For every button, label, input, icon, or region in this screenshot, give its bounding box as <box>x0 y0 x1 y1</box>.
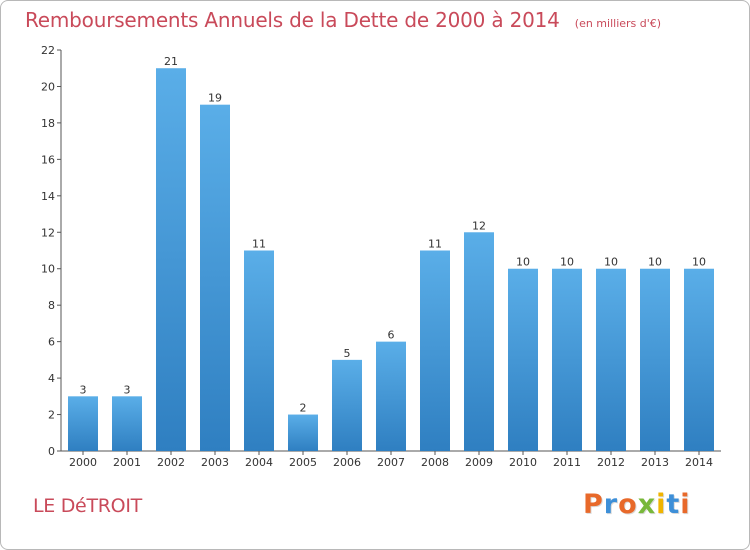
bar-value-label: 10 <box>648 256 662 269</box>
place-name: LE DéTROIT <box>33 495 142 517</box>
x-tick-label: 2013 <box>641 456 669 469</box>
bar-2001 <box>112 396 142 451</box>
bar-value-label: 2 <box>300 402 307 415</box>
bar-2004 <box>244 250 274 451</box>
bar-2007 <box>376 341 406 451</box>
y-tick-label: 2 <box>48 409 55 422</box>
brand-letter: r <box>603 489 619 520</box>
bar-value-label: 3 <box>80 383 87 396</box>
y-tick-label: 14 <box>41 190 55 203</box>
y-tick-label: 6 <box>48 336 55 349</box>
bar-2013 <box>640 268 670 451</box>
brand-letter: i <box>680 489 691 520</box>
y-axis: 0 2 4 6 8 10 12 14 16 18 20 22 <box>41 44 62 458</box>
bar-value-label: 10 <box>560 256 574 269</box>
brand-letter: x <box>637 489 657 520</box>
brand-logo: Proxiti <box>583 489 691 520</box>
bar-value-label: 11 <box>252 238 266 251</box>
y-tick-label: 16 <box>41 153 55 166</box>
x-tick-label: 2001 <box>113 456 141 469</box>
x-tick-label: 2014 <box>685 456 713 469</box>
bar-2008 <box>420 250 450 451</box>
bar-2002 <box>156 68 186 452</box>
x-tick-label: 2009 <box>465 456 493 469</box>
bar-value-label: 5 <box>344 347 351 360</box>
brand-letter: t <box>666 489 681 520</box>
y-tick-label: 10 <box>41 263 55 276</box>
bar-2011 <box>552 268 582 451</box>
bar-2000 <box>68 396 98 451</box>
bar-value-label: 11 <box>428 238 442 251</box>
chart-title: Remboursements Annuels de la Dette de 20… <box>25 8 560 32</box>
bar-2006 <box>332 359 362 451</box>
x-tick-label: 2010 <box>509 456 537 469</box>
bar-value-label: 10 <box>604 256 618 269</box>
bar-2010 <box>508 268 538 451</box>
y-tick-label: 4 <box>48 372 55 385</box>
bar-2003 <box>200 104 230 451</box>
bar-value-label: 12 <box>472 219 486 232</box>
y-tick-label: 20 <box>41 80 55 93</box>
bar-value-label: 10 <box>692 256 706 269</box>
chart-subtitle: (en milliers d'€) <box>574 17 662 30</box>
y-tick-label: 8 <box>48 299 55 312</box>
x-tick-label: 2012 <box>597 456 625 469</box>
bar-value-label: 21 <box>164 55 178 68</box>
bar-2014 <box>684 268 714 451</box>
x-tick-label: 2011 <box>553 456 581 469</box>
bar-value-labels: 3 3 21 19 11 2 5 6 11 12 10 10 10 10 10 <box>80 55 707 414</box>
bar-value-label: 6 <box>388 329 395 342</box>
x-tick-label: 2004 <box>245 456 273 469</box>
x-tick-label: 2005 <box>289 456 317 469</box>
brand-letter: i <box>656 489 667 520</box>
x-tick-label: 2006 <box>333 456 361 469</box>
y-tick-label: 22 <box>41 44 55 57</box>
bar-value-label: 19 <box>208 92 222 105</box>
y-tick-label: 0 <box>48 445 55 458</box>
x-axis: 2000 2001 2002 2003 2004 2005 2006 2007 2008 2009… <box>61 450 721 469</box>
bar-value-label: 10 <box>516 256 530 269</box>
x-tick-label: 2008 <box>421 456 449 469</box>
bar-2012 <box>596 268 626 451</box>
x-tick-label: 2002 <box>157 456 185 469</box>
chart-header: Remboursements Annuels de la Dette de 20… <box>25 8 661 32</box>
brand-letter: o <box>618 489 638 520</box>
y-tick-label: 12 <box>41 226 55 239</box>
bar-value-label: 3 <box>124 383 131 396</box>
brand-letter: P <box>583 489 604 520</box>
x-tick-label: 2000 <box>69 456 97 469</box>
x-tick-label: 2003 <box>201 456 229 469</box>
bar-2005 <box>288 414 318 451</box>
y-tick-label: 18 <box>41 117 55 130</box>
x-tick-label: 2007 <box>377 456 405 469</box>
bar-2009 <box>464 232 494 451</box>
bars <box>68 68 714 452</box>
